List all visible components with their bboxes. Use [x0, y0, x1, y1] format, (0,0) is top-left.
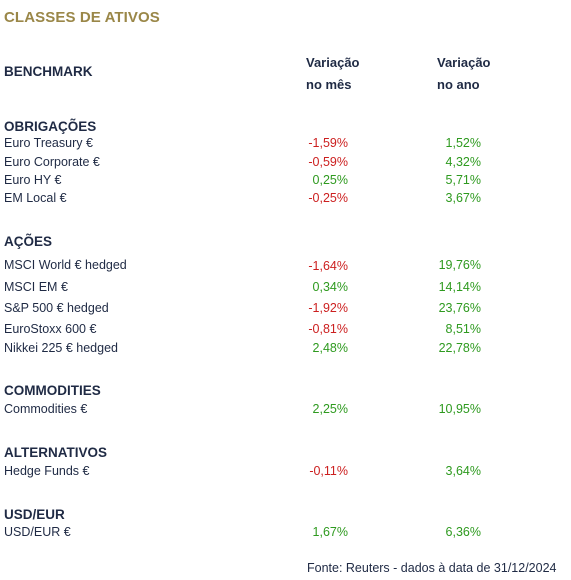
year-value: 8,51% — [445, 322, 481, 336]
month-value: 0,25% — [312, 173, 348, 187]
month-value: -1,64% — [308, 259, 348, 273]
source-note: Fonte: Reuters - dados à data de 31/12/2… — [307, 561, 557, 575]
row-label: MSCI EM € — [4, 280, 68, 294]
year-value: 19,76% — [438, 258, 481, 272]
month-value: 2,25% — [312, 402, 348, 416]
year-change-header-line1: Variação — [437, 55, 491, 70]
section-heading-bonds: OBRIGAÇÕES — [4, 119, 97, 134]
month-value: -1,59% — [308, 136, 348, 150]
section-heading-equities: AÇÕES — [4, 234, 53, 249]
row-label: EuroStoxx 600 € — [4, 322, 97, 336]
month-change-header-line1: Variação — [306, 55, 360, 70]
year-change-header-line2: no ano — [437, 77, 480, 92]
year-change-header: Variação no ano — [437, 52, 491, 96]
row-label: Euro HY € — [4, 173, 62, 187]
row-label: Hedge Funds € — [4, 464, 90, 478]
month-value: -0,11% — [309, 464, 348, 478]
year-value: 3,64% — [445, 464, 481, 478]
row-label: Nikkei 225 € hedged — [4, 341, 118, 355]
month-value: -0,81% — [308, 322, 348, 336]
section-heading-commodities: COMMODITIES — [4, 383, 101, 398]
benchmark-header: BENCHMARK — [4, 64, 93, 79]
month-value: -0,59% — [308, 155, 348, 169]
section-heading-usd-eur: USD/EUR — [4, 507, 65, 522]
month-value: -0,25% — [308, 191, 348, 205]
month-value: -1,92% — [308, 301, 348, 315]
month-change-header-line2: no mês — [306, 77, 352, 92]
year-value: 23,76% — [438, 301, 481, 315]
row-label: Euro Treasury € — [4, 136, 93, 150]
row-label: S&P 500 € hedged — [4, 301, 109, 315]
row-label: Commodities € — [4, 402, 88, 416]
year-value: 3,67% — [445, 191, 481, 205]
row-label: Euro Corporate € — [4, 155, 100, 169]
year-value: 5,71% — [445, 173, 481, 187]
month-value: 0,34% — [312, 280, 348, 294]
month-value: 2,48% — [312, 341, 348, 355]
year-value: 6,36% — [445, 525, 481, 539]
page-title: CLASSES DE ATIVOS — [4, 9, 160, 26]
year-value: 22,78% — [438, 341, 481, 355]
year-value: 10,95% — [438, 402, 481, 416]
row-label: EM Local € — [4, 191, 67, 205]
year-value: 1,52% — [445, 136, 481, 150]
row-label: MSCI World € hedged — [4, 258, 127, 272]
row-label: USD/EUR € — [4, 525, 71, 539]
section-heading-alternatives: ALTERNATIVOS — [4, 445, 107, 460]
month-change-header: Variação no mês — [306, 52, 360, 96]
month-value: 1,67% — [312, 525, 348, 539]
year-value: 14,14% — [438, 280, 481, 294]
year-value: 4,32% — [445, 155, 481, 169]
